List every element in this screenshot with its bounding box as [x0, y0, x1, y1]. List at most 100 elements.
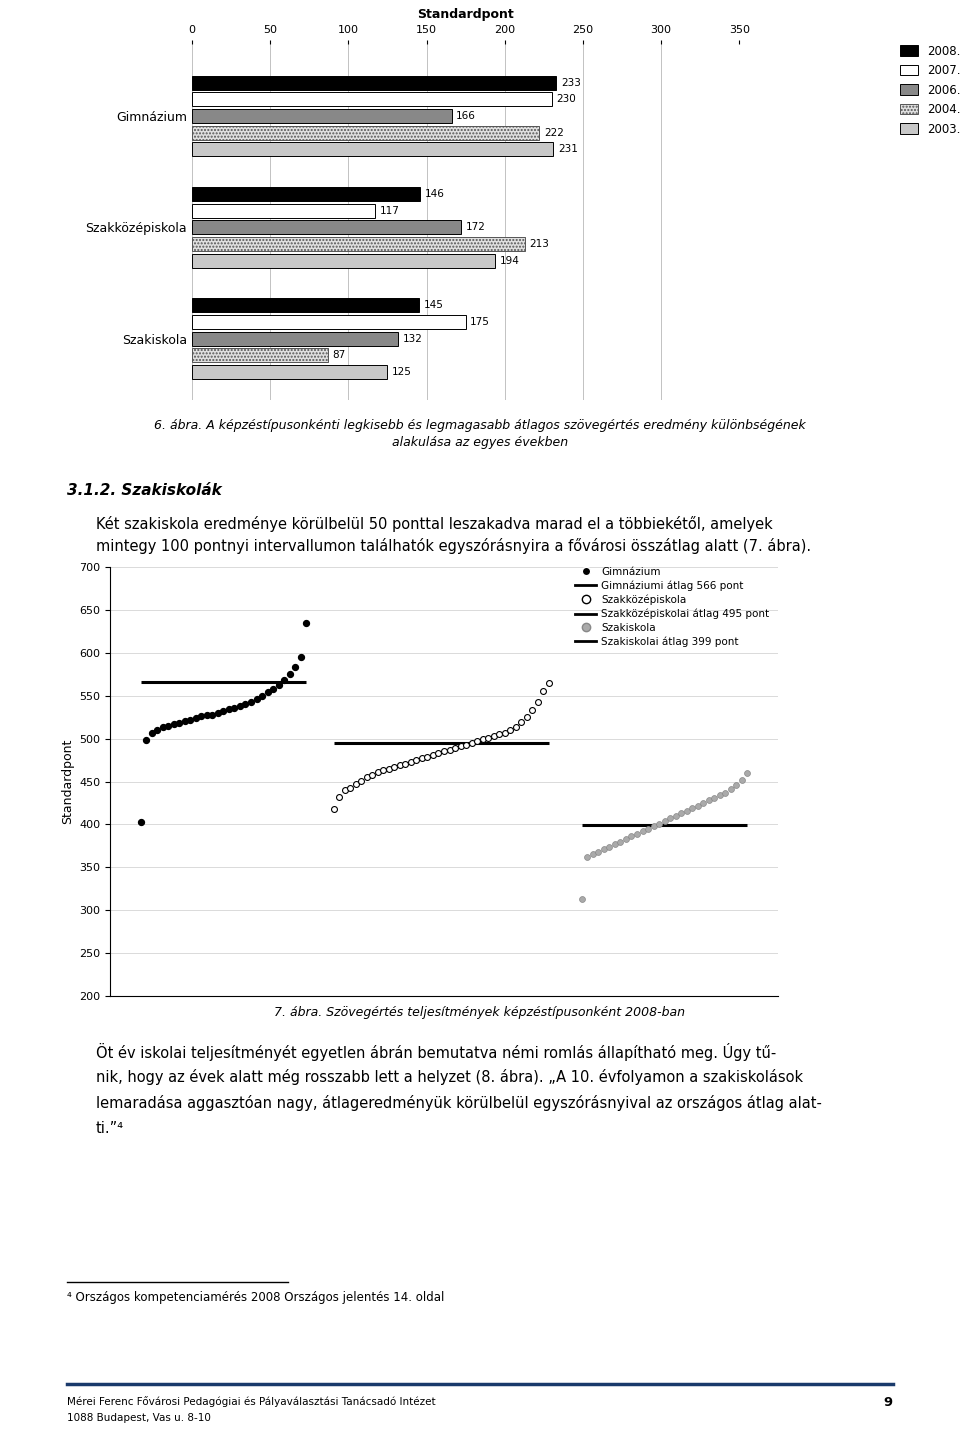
Point — [150, 718, 165, 742]
Point — [734, 768, 750, 791]
Point — [453, 734, 468, 758]
Bar — [192, 316, 466, 329]
Point — [608, 833, 623, 856]
Point — [701, 788, 716, 811]
Text: 7. ábra. Szövegértés teljesítmények képzéstípusonként 2008-ban: 7. ábra. Szövegértés teljesítmények képz… — [275, 1006, 685, 1019]
Point — [684, 797, 700, 820]
Bar — [192, 349, 328, 362]
Text: 194: 194 — [500, 256, 520, 266]
Point — [717, 781, 732, 804]
Point — [403, 750, 419, 774]
Point — [657, 810, 672, 833]
Point — [431, 742, 446, 765]
Text: 87: 87 — [333, 350, 346, 361]
Point — [254, 685, 270, 708]
Point — [712, 784, 728, 807]
Bar — [192, 254, 495, 268]
Point — [210, 701, 226, 724]
Point — [276, 669, 292, 692]
Text: Két szakiskola eredménye körülbelül 50 ponttal leszakadva marad el a többiekétől: Két szakiskola eredménye körülbelül 50 p… — [96, 516, 773, 532]
Point — [337, 778, 352, 801]
Point — [387, 755, 402, 778]
Text: lemaradása aggasztóan nagy, átlageredményük körülbelül egyszórásnyival az ország: lemaradása aggasztóan nagy, átlageredmén… — [96, 1095, 822, 1111]
Point — [353, 769, 369, 792]
Bar — [192, 332, 398, 346]
Point — [178, 710, 193, 733]
Point — [646, 814, 661, 838]
Point — [602, 835, 617, 858]
Point — [640, 817, 656, 840]
Point — [586, 843, 601, 867]
Text: Mérei Ferenc Fővárosi Pedagógiai és Pályaválasztási Tanácsadó Intézet: Mérei Ferenc Fővárosi Pedagógiai és Pály… — [67, 1396, 436, 1407]
Point — [624, 824, 639, 848]
Point — [590, 840, 606, 864]
Point — [502, 718, 517, 742]
Y-axis label: Standardpont: Standardpont — [61, 739, 74, 824]
Bar — [192, 76, 556, 90]
Point — [508, 715, 523, 739]
Point — [282, 663, 298, 686]
Text: 1088 Budapest, Vas u. 8-10: 1088 Budapest, Vas u. 8-10 — [67, 1413, 211, 1423]
Point — [172, 711, 187, 734]
Point — [166, 712, 181, 736]
Point — [618, 827, 634, 851]
Point — [630, 822, 645, 845]
Bar — [192, 204, 375, 218]
Text: 132: 132 — [403, 333, 423, 343]
Point — [232, 695, 248, 718]
Bar — [192, 365, 388, 379]
Point — [436, 740, 451, 763]
Point — [739, 762, 755, 785]
Point — [668, 804, 684, 827]
Point — [480, 726, 495, 749]
Text: 213: 213 — [530, 238, 549, 249]
Point — [541, 672, 557, 695]
Text: ti.”⁴: ti.”⁴ — [96, 1121, 124, 1136]
Bar — [192, 221, 461, 234]
Point — [287, 656, 302, 679]
Point — [249, 688, 264, 711]
Point — [729, 774, 744, 797]
Text: 146: 146 — [425, 189, 444, 199]
Bar — [192, 237, 525, 252]
Text: 3.1.2. Szakiskolák: 3.1.2. Szakiskolák — [67, 483, 222, 497]
Bar — [192, 298, 419, 313]
Point — [447, 736, 463, 759]
Point — [188, 707, 204, 730]
Text: 231: 231 — [558, 144, 578, 154]
Point — [415, 747, 430, 771]
Point — [243, 691, 258, 714]
Point — [635, 820, 650, 843]
Text: nik, hogy az évek alatt még rosszabb lett a helyzet (8. ábra). „A 10. évfolyamon: nik, hogy az évek alatt még rosszabb let… — [96, 1069, 804, 1085]
Text: 145: 145 — [423, 300, 444, 310]
Point — [133, 810, 149, 833]
Text: 230: 230 — [556, 95, 576, 105]
Point — [596, 838, 612, 861]
Point — [679, 800, 694, 823]
Point — [397, 752, 413, 775]
Point — [227, 696, 242, 720]
Point — [425, 743, 441, 766]
Text: alakulása az egyes években: alakulása az egyes években — [392, 436, 568, 449]
Point — [160, 714, 176, 737]
Point — [492, 723, 507, 746]
Point — [365, 763, 380, 787]
Point — [138, 728, 154, 752]
Point — [707, 787, 722, 810]
Point — [469, 730, 485, 753]
Bar — [192, 142, 553, 157]
Point — [530, 691, 545, 714]
Bar — [192, 92, 552, 106]
Point — [194, 705, 209, 728]
Point — [359, 766, 374, 790]
Point — [348, 772, 364, 795]
Point — [331, 785, 347, 808]
Point — [464, 731, 479, 755]
Point — [299, 611, 314, 634]
Point — [326, 797, 342, 820]
Legend: 2008., 2007., 2006., 2004., 2003.: 2008., 2007., 2006., 2004., 2003. — [898, 42, 960, 138]
Text: Öt év iskolai teljesítményét egyetlen ábrán bemutatva némi romlás állapítható me: Öt év iskolai teljesítményét egyetlen áb… — [96, 1043, 777, 1060]
Point — [458, 733, 473, 756]
Bar — [192, 125, 540, 140]
Point — [475, 728, 491, 752]
